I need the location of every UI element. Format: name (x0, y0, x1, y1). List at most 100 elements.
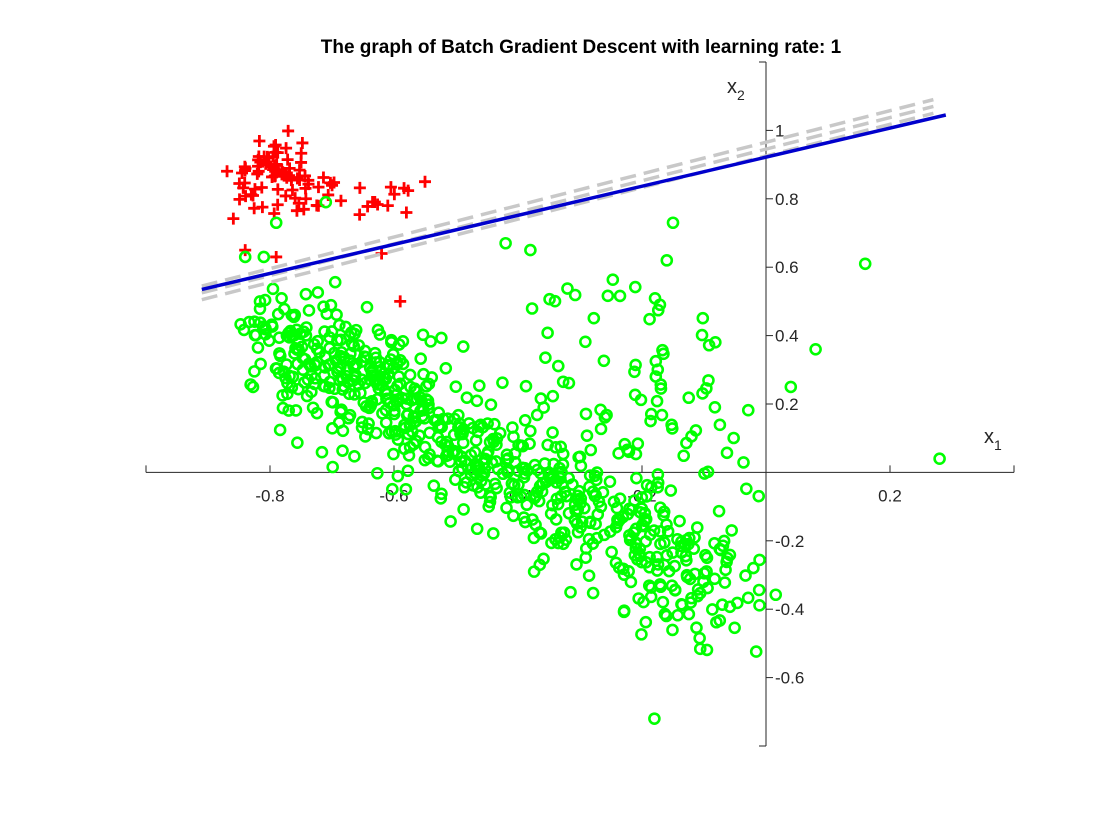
class-plus-point (296, 136, 309, 149)
class-circle-point (456, 340, 470, 353)
class-circle-point (362, 417, 375, 430)
class-circle-point (414, 352, 428, 365)
class-circle-point (551, 497, 565, 511)
class-circle-point (643, 312, 656, 326)
class-plus-point (247, 189, 260, 202)
y-tick-label: -0.2 (775, 532, 804, 551)
class-circle-point (537, 552, 550, 566)
class-circle-point (644, 414, 657, 428)
class-circle-point (248, 315, 261, 329)
class-circle-point (542, 468, 556, 481)
class-circle-point (377, 367, 391, 380)
class-circle-point (279, 371, 292, 385)
class-circle-point (334, 333, 348, 347)
class-circle-point (597, 354, 611, 368)
class-circle-point (680, 553, 693, 567)
class-circle-point (541, 326, 554, 340)
class-circle-point (474, 486, 487, 499)
class-circle-point (680, 436, 693, 450)
class-circle-point (275, 291, 288, 305)
class-circle-point (460, 391, 474, 404)
class-circle-point (529, 518, 542, 532)
class-circle-point (749, 645, 763, 658)
class-circle-point (564, 585, 577, 599)
class-circle-point (594, 422, 608, 436)
class-circle-point (325, 395, 338, 409)
x-tick-label: -0.8 (255, 486, 284, 505)
class-circle-point (308, 372, 322, 385)
class-circle-point (649, 354, 663, 368)
decision-lines (201, 97, 947, 302)
class-circle-point (392, 370, 406, 383)
class-circle-point (262, 334, 276, 347)
class-circle-point (500, 448, 514, 462)
class-circle-point (664, 484, 678, 497)
class-circle-point (336, 424, 350, 438)
class-circle-point (539, 351, 552, 364)
class-circle-point (413, 429, 426, 442)
class-plus-point (239, 244, 252, 257)
class-circle-point (583, 480, 596, 494)
class-circle-point (628, 388, 642, 402)
class-circle-point (723, 600, 737, 614)
class-circle-point (553, 461, 566, 475)
class-circle-point (586, 586, 600, 600)
class-circle-point (709, 335, 722, 349)
class-circle-point (617, 604, 631, 618)
class-circle-point (251, 341, 265, 354)
class-circle-point (506, 421, 519, 434)
class-circle-point (671, 608, 685, 622)
class-circle-point (660, 609, 673, 623)
class-circle-point (708, 537, 721, 550)
class-circle-point (682, 607, 696, 621)
class-circle-point (809, 342, 822, 356)
class-circle-point (606, 273, 620, 287)
class-circle-point (482, 500, 496, 513)
class-circle-point (234, 317, 247, 331)
class-circle-point (689, 424, 703, 437)
class-circle-point (282, 404, 296, 417)
class-circle-point (294, 327, 307, 341)
class-circle-point (696, 311, 710, 325)
class-circle-point (400, 397, 413, 411)
class-circle-point (310, 406, 324, 420)
class-circle-point (623, 502, 636, 516)
class-circle-point (435, 435, 448, 449)
class-circle-point (649, 370, 663, 383)
class-circle-point (508, 456, 522, 469)
class-circle-point (539, 475, 553, 489)
class-circle-point (368, 374, 382, 387)
class-circle-point (555, 526, 568, 540)
class-circle-point (393, 377, 407, 391)
class-circle-point (322, 358, 336, 372)
class-plus-point (256, 201, 269, 214)
class-plus-point (279, 189, 292, 202)
class-circle-point (457, 503, 470, 516)
class-circle-point (629, 536, 643, 550)
class-circle-point (387, 447, 400, 461)
class-plus-point (259, 157, 272, 170)
class-plus-point (252, 165, 265, 178)
class-circle-point (737, 456, 750, 469)
class-circle-point (448, 412, 461, 426)
class-circle-point (473, 379, 486, 392)
class-circle-point (557, 537, 570, 551)
class-circle-point (647, 524, 661, 537)
class-circle-point (358, 344, 372, 358)
class-circle-point (474, 474, 488, 488)
class-circle-point (640, 478, 654, 492)
class-circle-point (499, 236, 512, 250)
class-circle-point (570, 558, 583, 571)
class-circle-point (253, 302, 267, 316)
class-circle-point (660, 518, 673, 531)
class-plus-point (326, 179, 339, 192)
class-circle-point (311, 286, 325, 299)
class-plus-point (281, 153, 294, 166)
class-circle-point (525, 302, 539, 315)
class-plus-point (251, 167, 264, 180)
class-plus-point (282, 124, 295, 137)
class-circle-point (639, 615, 653, 629)
class-circle-point (747, 561, 760, 575)
class-circle-point (435, 331, 448, 345)
class-circle-point (635, 502, 649, 515)
